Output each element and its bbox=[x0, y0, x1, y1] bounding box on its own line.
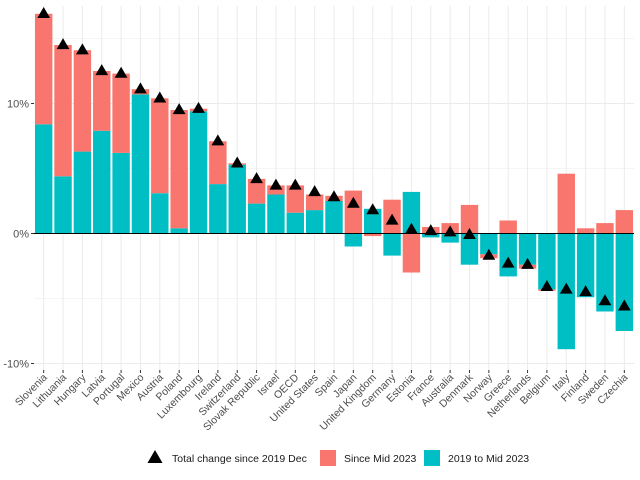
total-change-marker bbox=[95, 64, 109, 76]
total-change-marker bbox=[385, 213, 399, 225]
legend-label: Total change since 2019 Dec bbox=[172, 453, 307, 465]
bar-2019-to-mid-2023 bbox=[576, 233, 595, 298]
y-tick-label: 0% bbox=[13, 229, 29, 241]
bar-since-mid-2023 bbox=[73, 50, 92, 152]
bar-since-mid-2023 bbox=[112, 73, 130, 153]
bar-2019-to-mid-2023 bbox=[364, 208, 382, 234]
total-change-marker bbox=[56, 38, 70, 50]
bar-2019-to-mid-2023 bbox=[441, 233, 459, 243]
y-tick-label: -10% bbox=[3, 359, 29, 371]
bar-2019-to-mid-2023 bbox=[54, 176, 72, 234]
bar-2019-to-mid-2023 bbox=[402, 191, 421, 234]
total-change-marker bbox=[617, 299, 631, 311]
bar-2019-to-mid-2023 bbox=[228, 164, 246, 234]
total-change-marker bbox=[192, 101, 205, 113]
bar-since-mid-2023 bbox=[364, 233, 382, 237]
bar-since-mid-2023 bbox=[596, 223, 614, 234]
bar-2019-to-mid-2023 bbox=[460, 233, 479, 265]
bar-since-mid-2023 bbox=[34, 13, 53, 125]
bar-2019-to-mid-2023 bbox=[151, 193, 169, 234]
bar-since-mid-2023 bbox=[557, 173, 575, 234]
legend: Total change since 2019 Dec Since Mid 202… bbox=[147, 449, 529, 466]
bar-since-mid-2023 bbox=[460, 204, 479, 234]
bar-since-mid-2023 bbox=[267, 185, 285, 195]
bar-2019-to-mid-2023 bbox=[383, 233, 401, 256]
total-change-marker bbox=[501, 256, 515, 268]
bar-2019-to-mid-2023 bbox=[112, 152, 130, 234]
bar-2019-to-mid-2023 bbox=[131, 94, 150, 234]
bar-2019-to-mid-2023 bbox=[518, 233, 537, 265]
legend-label: 2019 to Mid 2023 bbox=[448, 453, 529, 465]
bar-2019-to-mid-2023 bbox=[73, 151, 92, 234]
total-change-marker bbox=[346, 196, 360, 208]
bar-2019-to-mid-2023 bbox=[325, 201, 343, 234]
total-change-marker bbox=[211, 134, 225, 146]
bar-since-mid-2023 bbox=[576, 228, 595, 234]
bar-2019-to-mid-2023 bbox=[93, 130, 111, 234]
total-change-marker bbox=[134, 82, 147, 94]
bar-since-mid-2023 bbox=[170, 110, 188, 229]
bar-since-mid-2023 bbox=[499, 220, 517, 234]
total-change-marker bbox=[521, 257, 534, 269]
total-change-marker bbox=[114, 66, 128, 78]
total-change-marker bbox=[37, 6, 51, 18]
total-change-marker bbox=[288, 178, 302, 190]
bar-2019-to-mid-2023 bbox=[267, 194, 285, 234]
total-change-marker bbox=[327, 190, 341, 202]
bar-2019-to-mid-2023 bbox=[480, 233, 498, 255]
bar-2019-to-mid-2023 bbox=[499, 233, 517, 277]
total-change-marker bbox=[540, 279, 554, 291]
bar-since-mid-2023 bbox=[402, 233, 421, 273]
y-axis: -10% 0% 10% bbox=[3, 99, 34, 371]
bar-since-mid-2023 bbox=[93, 71, 111, 131]
total-change-marker bbox=[482, 248, 496, 260]
total-change-marker bbox=[172, 103, 186, 115]
bar-2019-to-mid-2023 bbox=[615, 233, 634, 331]
legend-label: Since Mid 2023 bbox=[344, 453, 417, 465]
y-tick-label: 10% bbox=[7, 99, 29, 111]
total-change-markers bbox=[37, 6, 631, 311]
bar-since-mid-2023 bbox=[247, 178, 266, 204]
bar-since-mid-2023 bbox=[151, 98, 169, 194]
legend-since-mid-2023-key bbox=[320, 450, 336, 466]
total-change-marker bbox=[559, 282, 573, 294]
total-change-marker bbox=[269, 178, 283, 190]
bar-since-mid-2023 bbox=[286, 185, 304, 213]
bars bbox=[34, 13, 634, 350]
total-change-marker bbox=[424, 224, 438, 236]
bar-2019-to-mid-2023 bbox=[344, 233, 363, 247]
x-axis: SloveniaLithuaniaHungaryLatviaPortugalMe… bbox=[13, 370, 631, 433]
total-change-marker bbox=[598, 294, 612, 306]
total-change-marker bbox=[76, 43, 89, 55]
total-change-marker bbox=[443, 225, 457, 237]
bar-2019-to-mid-2023 bbox=[286, 212, 304, 234]
legend-2019-to-mid-2023-key bbox=[424, 450, 440, 466]
bar-2019-to-mid-2023 bbox=[422, 233, 440, 238]
bar-2019-to-mid-2023 bbox=[170, 228, 188, 234]
bar-2019-to-mid-2023 bbox=[209, 184, 227, 234]
bar-2019-to-mid-2023 bbox=[596, 233, 614, 312]
bar-2019-to-mid-2023 bbox=[34, 124, 53, 234]
bar-since-mid-2023 bbox=[209, 141, 227, 185]
bar-2019-to-mid-2023 bbox=[247, 203, 266, 234]
total-change-marker bbox=[405, 222, 418, 234]
total-change-marker bbox=[250, 172, 263, 184]
bar-since-mid-2023 bbox=[54, 45, 72, 177]
bar-2019-to-mid-2023 bbox=[305, 210, 324, 234]
legend-total-change-key bbox=[147, 449, 163, 463]
bar-since-mid-2023 bbox=[615, 210, 634, 234]
total-change-marker bbox=[308, 185, 322, 197]
bar-since-mid-2023 bbox=[344, 190, 363, 234]
bar-2019-to-mid-2023 bbox=[189, 111, 208, 234]
total-change-marker bbox=[579, 285, 592, 297]
bar-2019-to-mid-2023 bbox=[538, 233, 556, 290]
total-change-marker bbox=[463, 227, 476, 239]
total-change-marker bbox=[366, 203, 380, 215]
total-change-marker bbox=[230, 156, 244, 168]
bar-since-mid-2023 bbox=[305, 194, 324, 211]
total-change-marker bbox=[153, 91, 167, 103]
